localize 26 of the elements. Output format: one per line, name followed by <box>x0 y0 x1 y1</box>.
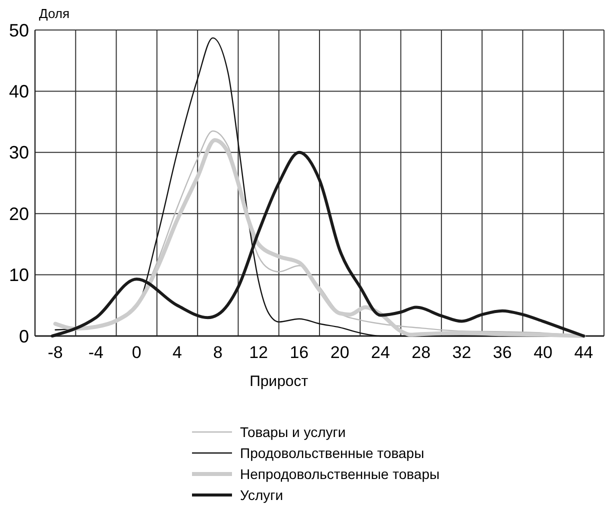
legend-label: Товары и услуги <box>240 424 346 440</box>
x-tick-label: 36 <box>492 343 512 362</box>
y-tick-label: 30 <box>8 142 29 163</box>
x-tick-label: -4 <box>88 343 104 362</box>
x-tick-label: 16 <box>290 343 309 362</box>
legend-label: Продовольственные товары <box>240 444 424 461</box>
x-tick-label: 44 <box>574 343 594 362</box>
y-tick-label: 40 <box>8 82 29 102</box>
x-tick-label: 0 <box>132 343 142 362</box>
x-tick-label: 20 <box>330 343 350 362</box>
y-tick-label: 50 <box>8 20 29 40</box>
x-tick-label: -8 <box>48 343 63 362</box>
legend-label: Непродовольственные товары <box>240 466 440 482</box>
x-tick-label: 8 <box>213 343 223 362</box>
x-tick-label: 4 <box>172 343 182 362</box>
x-tick-label: 32 <box>452 343 472 362</box>
legend-label: Услуги <box>240 486 284 503</box>
y-tick-label: 10 <box>8 265 29 286</box>
x-axis-title: Прирост <box>250 373 308 390</box>
x-tick-label: 28 <box>412 343 431 362</box>
y-tick-label: 0 <box>18 326 29 346</box>
x-tick-label: 12 <box>249 343 268 362</box>
y-tick-label: 20 <box>8 204 29 224</box>
x-tick-label: 24 <box>371 343 390 362</box>
x-tick-label: 40 <box>534 343 552 362</box>
y-axis-title: Доля <box>39 6 70 21</box>
